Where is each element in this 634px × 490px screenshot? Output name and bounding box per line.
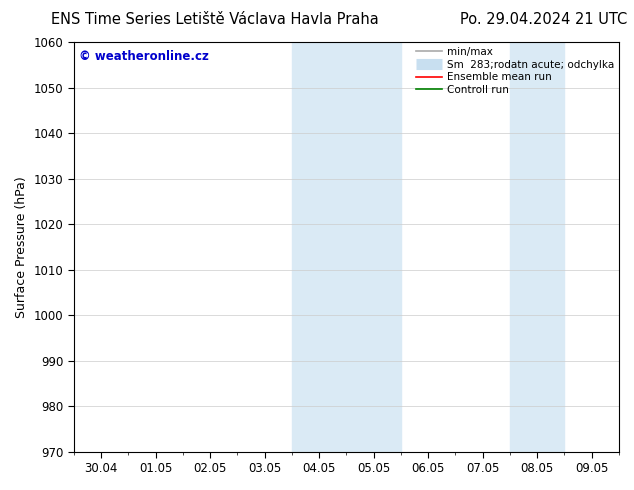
Bar bbox=[292, 42, 401, 452]
Text: ENS Time Series Letiště Václava Havla Praha: ENS Time Series Letiště Václava Havla Pr… bbox=[51, 12, 378, 27]
Bar bbox=[510, 42, 564, 452]
Legend: min/max, Sm  283;rodatn acute; odchylka, Ensemble mean run, Controll run: min/max, Sm 283;rodatn acute; odchylka, … bbox=[414, 45, 616, 97]
Y-axis label: Surface Pressure (hPa): Surface Pressure (hPa) bbox=[15, 176, 28, 318]
Text: Po. 29.04.2024 21 UTC: Po. 29.04.2024 21 UTC bbox=[460, 12, 628, 27]
Text: © weatheronline.cz: © weatheronline.cz bbox=[79, 50, 209, 63]
